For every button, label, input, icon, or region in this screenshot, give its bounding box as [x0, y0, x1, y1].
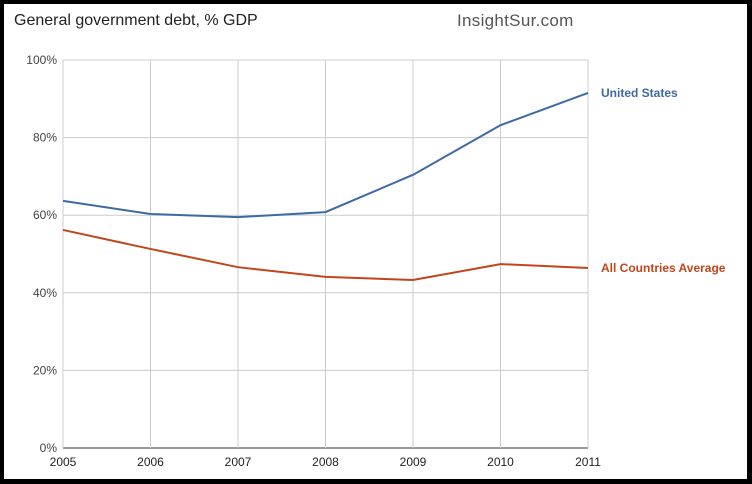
watermark: InsightSur.com	[457, 11, 574, 30]
y-tick-label: 80%	[33, 131, 57, 145]
y-tick-label: 40%	[33, 286, 57, 300]
x-tick-label: 2009	[400, 455, 427, 469]
x-tick-label: 2011	[575, 455, 601, 469]
chart-title: General government debt, % GDP	[14, 12, 258, 29]
x-tick-label: 2007	[225, 455, 252, 469]
chart-frame	[4, 4, 747, 479]
y-tick-label: 100%	[26, 53, 57, 67]
y-tick-label: 60%	[33, 208, 57, 222]
x-tick-label: 2005	[50, 455, 77, 469]
y-tick-label: 20%	[33, 363, 57, 377]
y-tick-label: 0%	[40, 441, 58, 455]
series-label: United States	[601, 86, 678, 100]
x-tick-label: 2006	[137, 455, 164, 469]
series-label: All Countries Average	[601, 261, 726, 275]
x-tick-label: 2008	[312, 455, 339, 469]
x-tick-label: 2010	[487, 455, 514, 469]
